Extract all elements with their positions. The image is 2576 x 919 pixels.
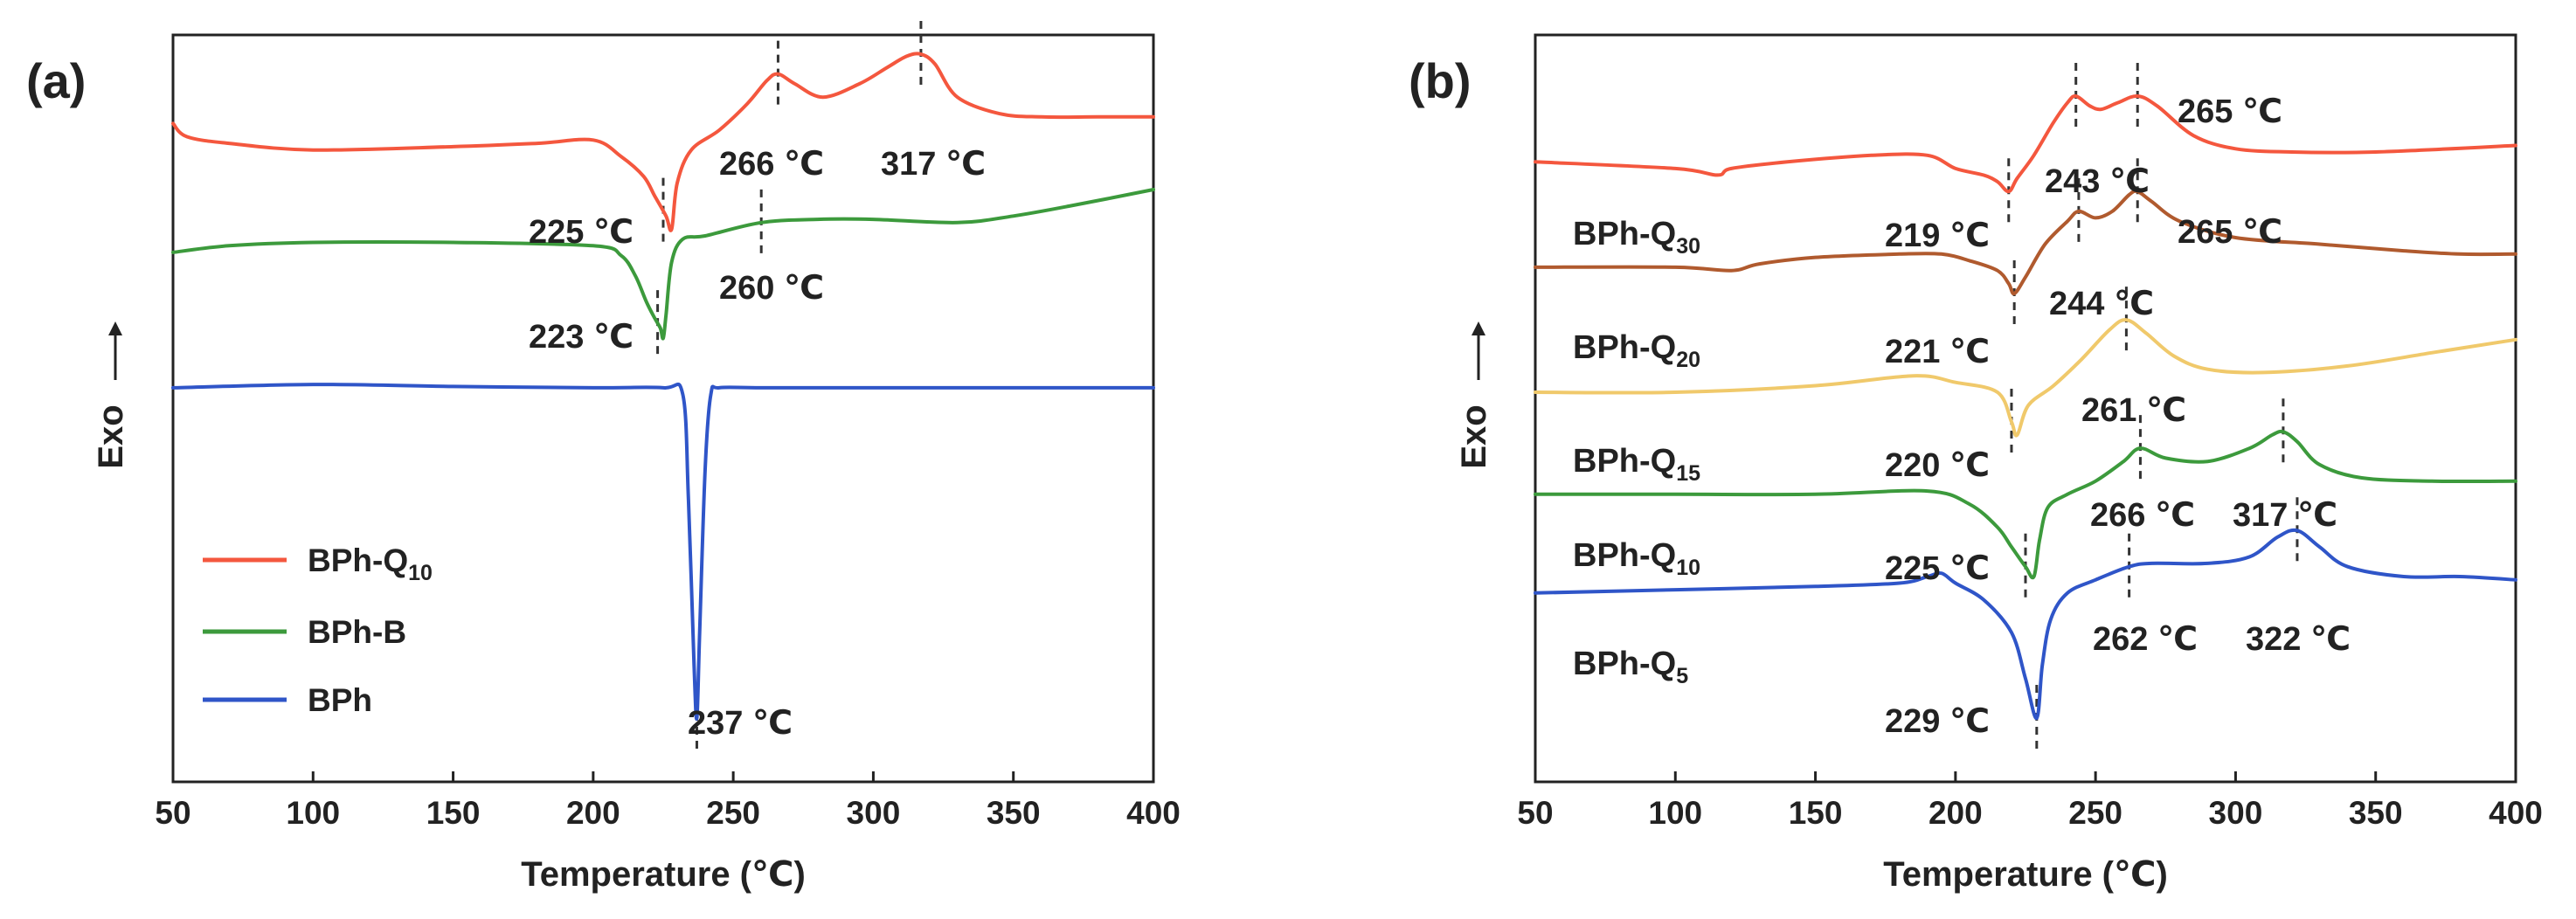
curve-bph-q15 [1534, 318, 2517, 438]
panel-a-x-axis-label: Temperature (℃) [521, 855, 806, 894]
panel-b-x-axis-label: Temperature (℃) [1883, 855, 2168, 894]
x-tick-label: 400 [2489, 795, 2543, 831]
panel-a-y-axis-group: Exo [92, 404, 130, 468]
annotation-b-243: 243 ℃ [2045, 163, 2150, 200]
legend-entry-bph-b: BPh-B [308, 614, 406, 650]
exo-arrow-head-icon [108, 321, 122, 335]
exo-arrow-head-icon-b [1472, 321, 1485, 335]
x-tick-label: 100 [286, 795, 340, 831]
annotation-b-220: 220 ℃ [1885, 447, 1990, 484]
curve-label-bph-q30: BPh-Q30 [1573, 216, 1700, 259]
legend-entry-bph-q10-subscript: 10 [408, 561, 433, 585]
curve-label-subscript: 20 [1676, 348, 1700, 372]
annotation-b-261: 261 ℃ [2081, 392, 2186, 429]
x-tick-label: 250 [2068, 795, 2122, 831]
panel-b-plot-frame [1534, 33, 2517, 784]
annotation-b-322: 322 ℃ [2246, 621, 2351, 658]
curve-label-bph-q15-text: BPh-Q [1573, 443, 1676, 480]
x-tick-label: 150 [426, 795, 481, 831]
curve-bph-q5 [1534, 528, 2517, 721]
x-tick-label: 50 [1517, 795, 1553, 831]
panel-a-x-ticks: 50 100 150 200 250 300 350 400 [155, 771, 1181, 831]
annotation-b-244: 244 ℃ [2049, 286, 2154, 322]
panel-a-curves [171, 52, 1155, 721]
curve-label-subscript: 30 [1676, 234, 1700, 259]
x-tick-label: 300 [847, 795, 901, 831]
x-tick-label: 50 [155, 795, 190, 831]
panel-b-annotations: 219 ℃ 243 ℃ 265 ℃ 221 ℃ 244 ℃ 265 ℃ 220 … [1885, 93, 2351, 740]
panel-a-legend: BPh-Q10 BPh-B BPh [203, 542, 433, 718]
x-tick-label: 250 [706, 795, 760, 831]
annotation-b-229: 229 ℃ [1885, 703, 1990, 740]
curve-bph-q10 [1534, 429, 2517, 580]
curve-label-bph-q10: BPh-Q10 [1573, 537, 1700, 580]
curve-bph-q10 [171, 52, 1155, 232]
curve-bph-q30 [1534, 93, 2517, 194]
panel-a-exo-arrow [108, 321, 122, 380]
curve-label-bph-q5: BPh-Q5 [1573, 646, 1688, 688]
curve-label-bph-q5-text: BPh-Q [1573, 646, 1676, 682]
curve-label-bph-q20: BPh-Q20 [1573, 329, 1700, 372]
annotation-a-317: 317 ℃ [881, 146, 986, 183]
x-tick-label: 400 [1126, 795, 1181, 831]
x-tick-label: 100 [1648, 795, 1702, 831]
panel-a-plot-frame [171, 33, 1155, 784]
panel-b-curves [1534, 93, 2517, 721]
panel-b-y-axis-label: Exo [1455, 404, 1493, 468]
annotation-b-262: 262 ℃ [2093, 621, 2198, 658]
curve-label-subscript: 10 [1676, 556, 1700, 580]
panel-b-curve-labels: BPh-Q30 BPh-Q20 BPh-Q15 BPh-Q10 BPh-Q5 [1573, 216, 1700, 688]
annotation-b-317: 317 ℃ [2233, 497, 2337, 534]
panel-a-y-axis-label: Exo [92, 404, 130, 468]
annotation-b-266: 266 ℃ [2090, 497, 2195, 534]
panel-a-label: (a) [26, 53, 86, 108]
annotation-b-265b: 265 ℃ [2178, 214, 2282, 251]
panel-a: (a) 50 100 150 200 250 300 350 400 Temperature … [26, 21, 1181, 894]
legend-entry-bph-q10: BPh-Q10 [308, 542, 433, 585]
annotation-b-221: 221 ℃ [1885, 334, 1990, 370]
panel-b: (b) 50 100 150 200 250 300 350 400 Temperature … [1409, 33, 2543, 894]
annotation-b-265a: 265 ℃ [2178, 93, 2282, 130]
panel-a-annotations: 225 ℃ 266 ℃ 317 ℃ 223 ℃ 260 ℃ 237 ℃ [529, 146, 986, 742]
curve-bph-q20 [1534, 189, 2517, 296]
annotation-a-266: 266 ℃ [719, 146, 824, 183]
x-tick-label: 300 [2209, 795, 2263, 831]
curve-label-bph-q30-text: BPh-Q [1573, 216, 1676, 252]
x-tick-label: 350 [987, 795, 1041, 831]
curve-bph-b [171, 188, 1155, 341]
annotation-a-237: 237 ℃ [688, 705, 793, 742]
panel-b-x-ticks: 50 100 150 200 250 300 350 400 [1517, 771, 2543, 831]
annotation-b-219: 219 ℃ [1885, 218, 1990, 254]
panel-b-exo-arrow [1472, 321, 1485, 380]
curve-label-bph-q15: BPh-Q15 [1573, 443, 1700, 486]
x-tick-label: 200 [566, 795, 620, 831]
annotation-b-225: 225 ℃ [1885, 550, 1990, 587]
curve-label-subscript: 15 [1676, 461, 1700, 486]
legend-entry-bph-q10-text: BPh-Q [308, 542, 408, 578]
annotation-a-223: 223 ℃ [529, 319, 634, 356]
annotation-a-260: 260 ℃ [719, 270, 824, 307]
x-tick-label: 200 [1929, 795, 1983, 831]
curve-label-bph-q10-text: BPh-Q [1573, 537, 1676, 574]
x-tick-label: 350 [2349, 795, 2403, 831]
panel-b-y-axis-group: Exo [1455, 404, 1493, 468]
legend-entry-bph: BPh [308, 682, 372, 718]
curve-label-bph-q20-text: BPh-Q [1573, 329, 1676, 366]
curve-label-subscript: 5 [1676, 664, 1688, 688]
curve-bph [171, 382, 1155, 721]
x-tick-label: 150 [1789, 795, 1843, 831]
annotation-a-225: 225 ℃ [529, 214, 634, 251]
panel-b-label: (b) [1409, 53, 1472, 108]
